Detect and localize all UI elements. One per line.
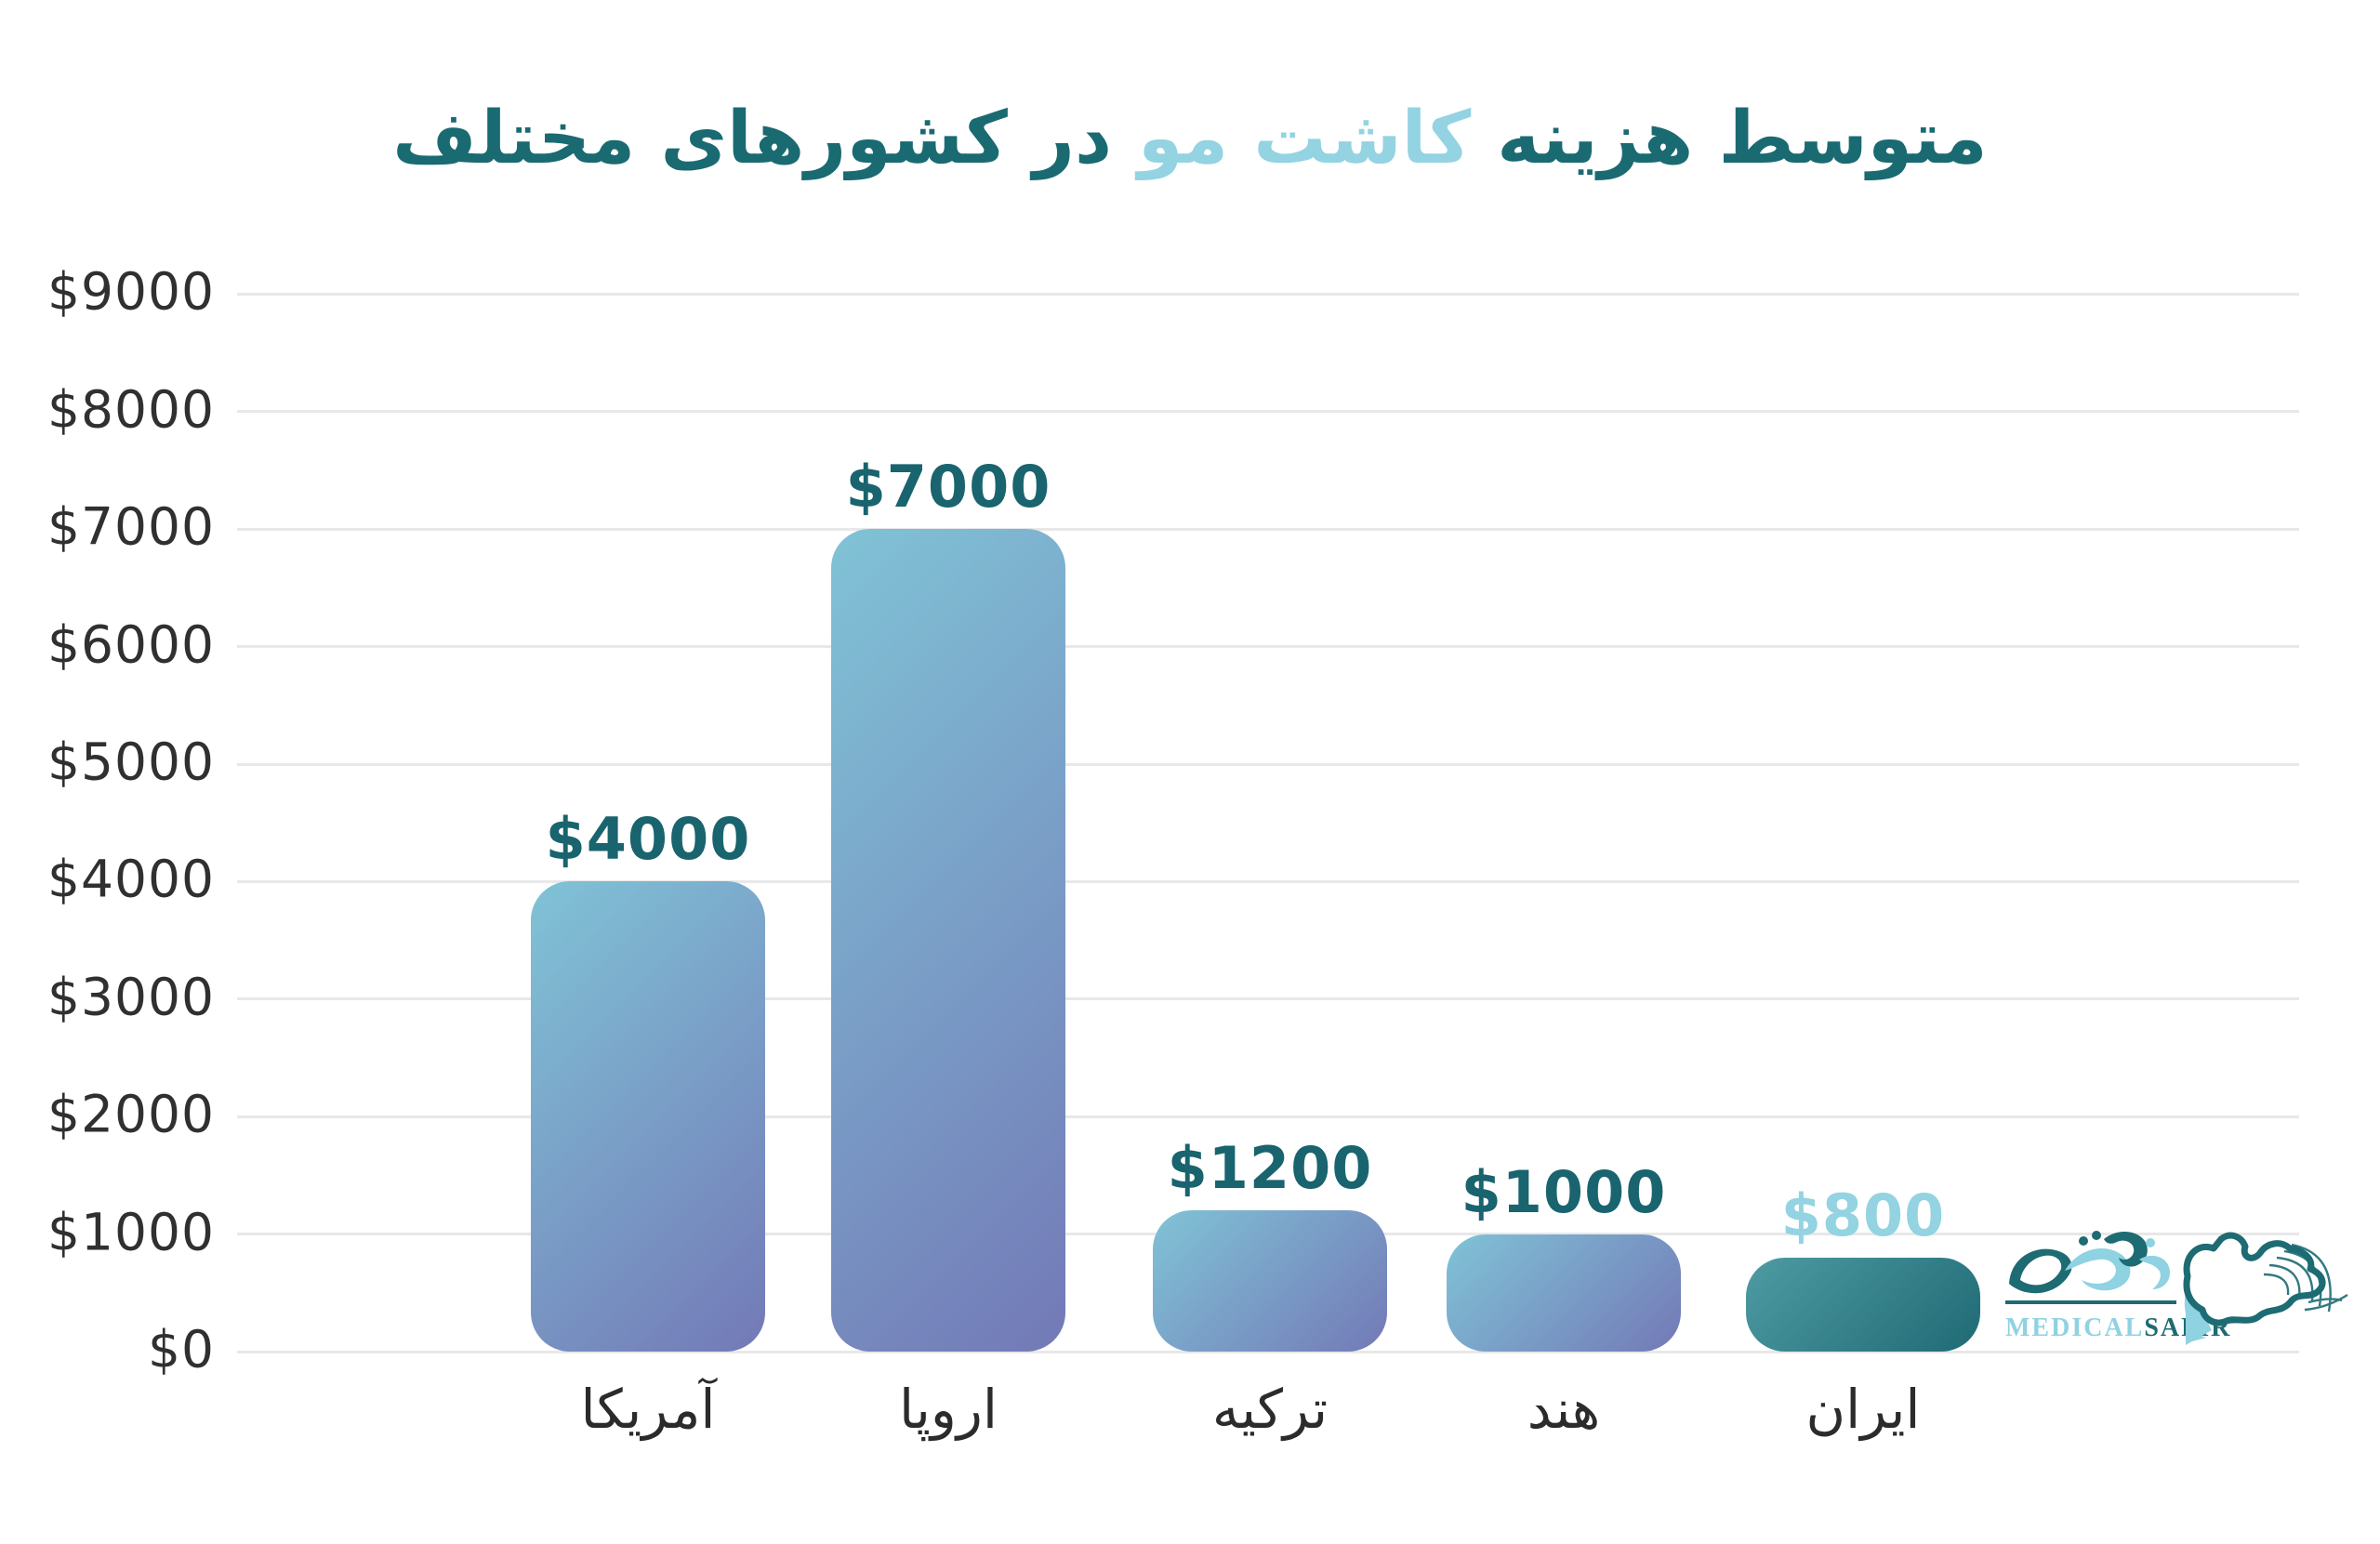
category-label-europe: اروپا xyxy=(899,1378,998,1441)
bar-india xyxy=(1447,1234,1681,1352)
gridline-9000 xyxy=(237,292,2299,296)
title-segment-dark-left: در کشورهای مختلف xyxy=(392,97,1112,181)
y-axis-tick-label: $9000 xyxy=(47,261,215,322)
y-axis-tick-label: $6000 xyxy=(47,614,215,675)
y-axis-tick-label: $1000 xyxy=(47,1202,215,1262)
bar-turkey xyxy=(1153,1210,1387,1352)
logo-calligraphy-mark xyxy=(2009,1231,2171,1294)
title-segment-highlight: کاشت مو xyxy=(1137,97,1472,181)
gridline-4000 xyxy=(237,879,2299,883)
bar-europe xyxy=(831,529,1065,1352)
y-axis-tick-label: $5000 xyxy=(47,732,215,792)
y-axis-tick-label: $4000 xyxy=(47,849,215,909)
value-label-europe: $7000 xyxy=(845,453,1051,521)
value-label-usa: $4000 xyxy=(545,805,751,874)
category-label-india: هند xyxy=(1527,1378,1601,1441)
category-label-usa: آمریکا xyxy=(580,1378,716,1441)
category-label-iran: ایران xyxy=(1805,1378,1921,1441)
y-axis-tick-label: $2000 xyxy=(47,1084,215,1144)
value-label-india: $1000 xyxy=(1461,1157,1667,1226)
chart-title: متوسط هزینه کاشت مو در کشورهای مختلف xyxy=(0,97,2380,180)
medical-safir-logo: MEDICALSAFIR xyxy=(2005,1231,2348,1345)
gridline-3000 xyxy=(237,997,2299,1001)
gridline-0 xyxy=(237,1350,2299,1353)
value-label-turkey: $1200 xyxy=(1167,1134,1373,1203)
logo-text-medical: MEDICAL xyxy=(2005,1313,2144,1342)
iran-map-fingerprint-icon xyxy=(2183,1232,2348,1345)
gridline-8000 xyxy=(237,410,2299,414)
bar-iran xyxy=(1746,1257,1980,1352)
gridline-6000 xyxy=(237,645,2299,649)
gridline-2000 xyxy=(237,1115,2299,1118)
category-label-turkey: ترکیه xyxy=(1211,1378,1329,1441)
y-axis-tick-label: $0 xyxy=(148,1319,215,1379)
title-segment-dark-right: متوسط هزینه xyxy=(1497,97,1988,181)
y-axis-tick-label: $8000 xyxy=(47,379,215,440)
y-axis-tick-label: $3000 xyxy=(47,967,215,1027)
bar-usa xyxy=(531,881,765,1352)
gridline-7000 xyxy=(237,527,2299,531)
gridline-5000 xyxy=(237,762,2299,766)
value-label-iran: $800 xyxy=(1780,1181,1946,1249)
y-axis-tick-label: $7000 xyxy=(47,496,215,557)
logo-divider-line xyxy=(2005,1300,2176,1304)
